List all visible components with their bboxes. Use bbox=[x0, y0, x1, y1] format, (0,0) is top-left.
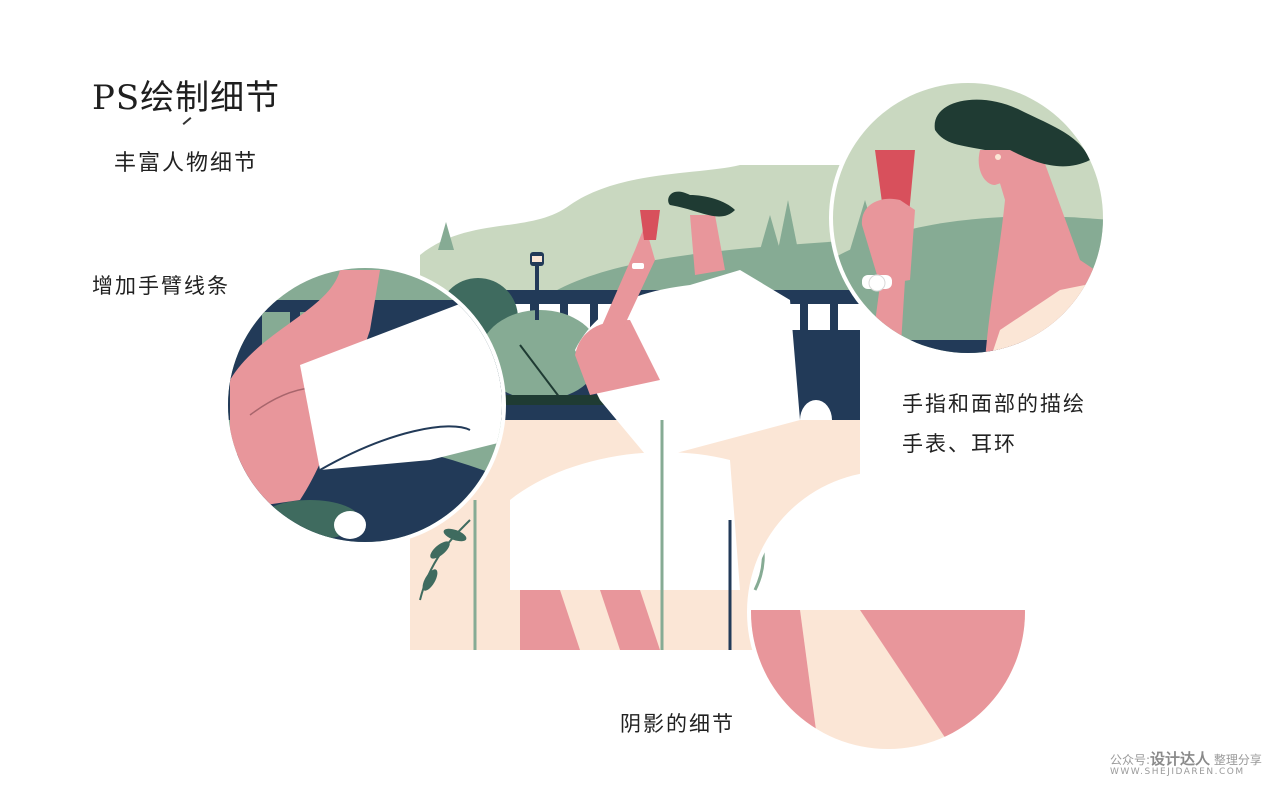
shadow-details-note: 阴影的细节 bbox=[620, 712, 735, 736]
watermark-url: WWW.SHEJIDAREN.COM bbox=[1110, 767, 1245, 777]
face-details-note-line1: 手指和面部的描绘 bbox=[902, 392, 1086, 416]
watermark-line: 公众号:设计达人 整理分享 bbox=[1110, 748, 1262, 769]
watermark-brand: 设计达人 bbox=[1150, 750, 1211, 768]
main-scene bbox=[410, 160, 860, 650]
page-title: PS绘制细节 bbox=[92, 78, 281, 118]
face-zoom-circle bbox=[829, 79, 1107, 357]
watermark-suffix: 整理分享 bbox=[1213, 753, 1262, 767]
page-subtitle: 丰富人物细节 bbox=[114, 151, 259, 176]
watermark-prefix: 公众号: bbox=[1110, 753, 1151, 767]
face-details-note-line2: 手表、耳环 bbox=[902, 432, 1017, 456]
arm-lines-note: 增加手臂线条 bbox=[92, 274, 230, 298]
